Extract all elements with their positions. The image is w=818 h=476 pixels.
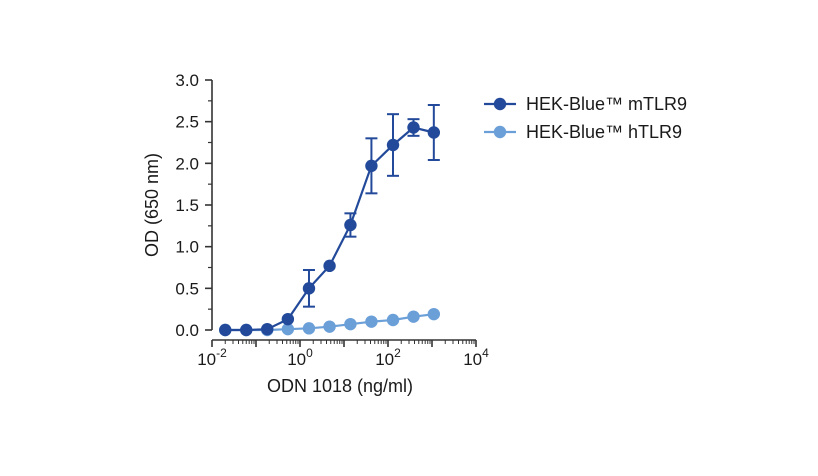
data-point bbox=[261, 322, 274, 336]
y-tick-label: 0.5 bbox=[175, 279, 199, 298]
data-point bbox=[365, 159, 378, 173]
plot-area bbox=[219, 104, 441, 337]
y-tick-label: 1.5 bbox=[175, 196, 199, 215]
data-point bbox=[386, 138, 400, 152]
data-point bbox=[344, 218, 357, 232]
data-point bbox=[407, 121, 420, 134]
data-point bbox=[427, 126, 441, 139]
data-point bbox=[281, 322, 295, 336]
x-tick-label: 102 bbox=[375, 346, 401, 369]
legend-marker bbox=[493, 97, 507, 111]
data-point bbox=[323, 259, 336, 273]
legend-entry: HEK-Blue™ mTLR9 bbox=[484, 94, 687, 114]
y-axis-title: OD (650 nm) bbox=[142, 153, 162, 257]
x-tick-label: 104 bbox=[463, 346, 489, 369]
y-tick-label: 1.0 bbox=[175, 238, 199, 257]
data-point bbox=[386, 313, 400, 327]
y-tick-label: 3.0 bbox=[175, 71, 199, 90]
data-point bbox=[407, 310, 420, 323]
legend: HEK-Blue™ mTLR9 HEK-Blue™ hTLR9 bbox=[484, 94, 687, 142]
y-tick-label: 2.5 bbox=[175, 113, 199, 132]
data-point bbox=[281, 312, 295, 326]
x-tick-exponent: 0 bbox=[306, 346, 313, 360]
series-htlr9 bbox=[219, 307, 441, 337]
data-point bbox=[427, 307, 441, 321]
series-mtlr9 bbox=[219, 104, 441, 337]
data-point bbox=[302, 282, 316, 295]
data-point bbox=[344, 317, 357, 331]
x-tick-base: 10 bbox=[463, 350, 482, 369]
data-point bbox=[365, 315, 378, 328]
legend-label: HEK-Blue™ hTLR9 bbox=[526, 122, 682, 142]
data-point bbox=[302, 322, 316, 335]
x-tick-exponent: -2 bbox=[216, 346, 227, 360]
x-tick-exponent: 2 bbox=[394, 346, 401, 360]
x-tick-exponent: 4 bbox=[482, 346, 489, 360]
y-tick-label: 2.0 bbox=[175, 154, 199, 173]
legend-marker bbox=[493, 125, 507, 139]
series-line bbox=[225, 126, 435, 332]
x-tick-base: 10 bbox=[287, 350, 306, 369]
data-point bbox=[219, 323, 232, 337]
x-tick-label: 100 bbox=[287, 346, 313, 369]
data-point bbox=[323, 320, 336, 333]
x-tick-base: 10 bbox=[375, 350, 394, 369]
x-axis-title: ODN 1018 (ng/ml) bbox=[267, 376, 413, 396]
x-tick-base: 10 bbox=[197, 350, 216, 369]
y-tick-label: 0.0 bbox=[175, 321, 199, 340]
legend-entry: HEK-Blue™ hTLR9 bbox=[484, 122, 682, 142]
data-point bbox=[240, 323, 253, 337]
x-tick-label: 10-2 bbox=[197, 346, 227, 369]
legend-label: HEK-Blue™ mTLR9 bbox=[526, 94, 687, 114]
